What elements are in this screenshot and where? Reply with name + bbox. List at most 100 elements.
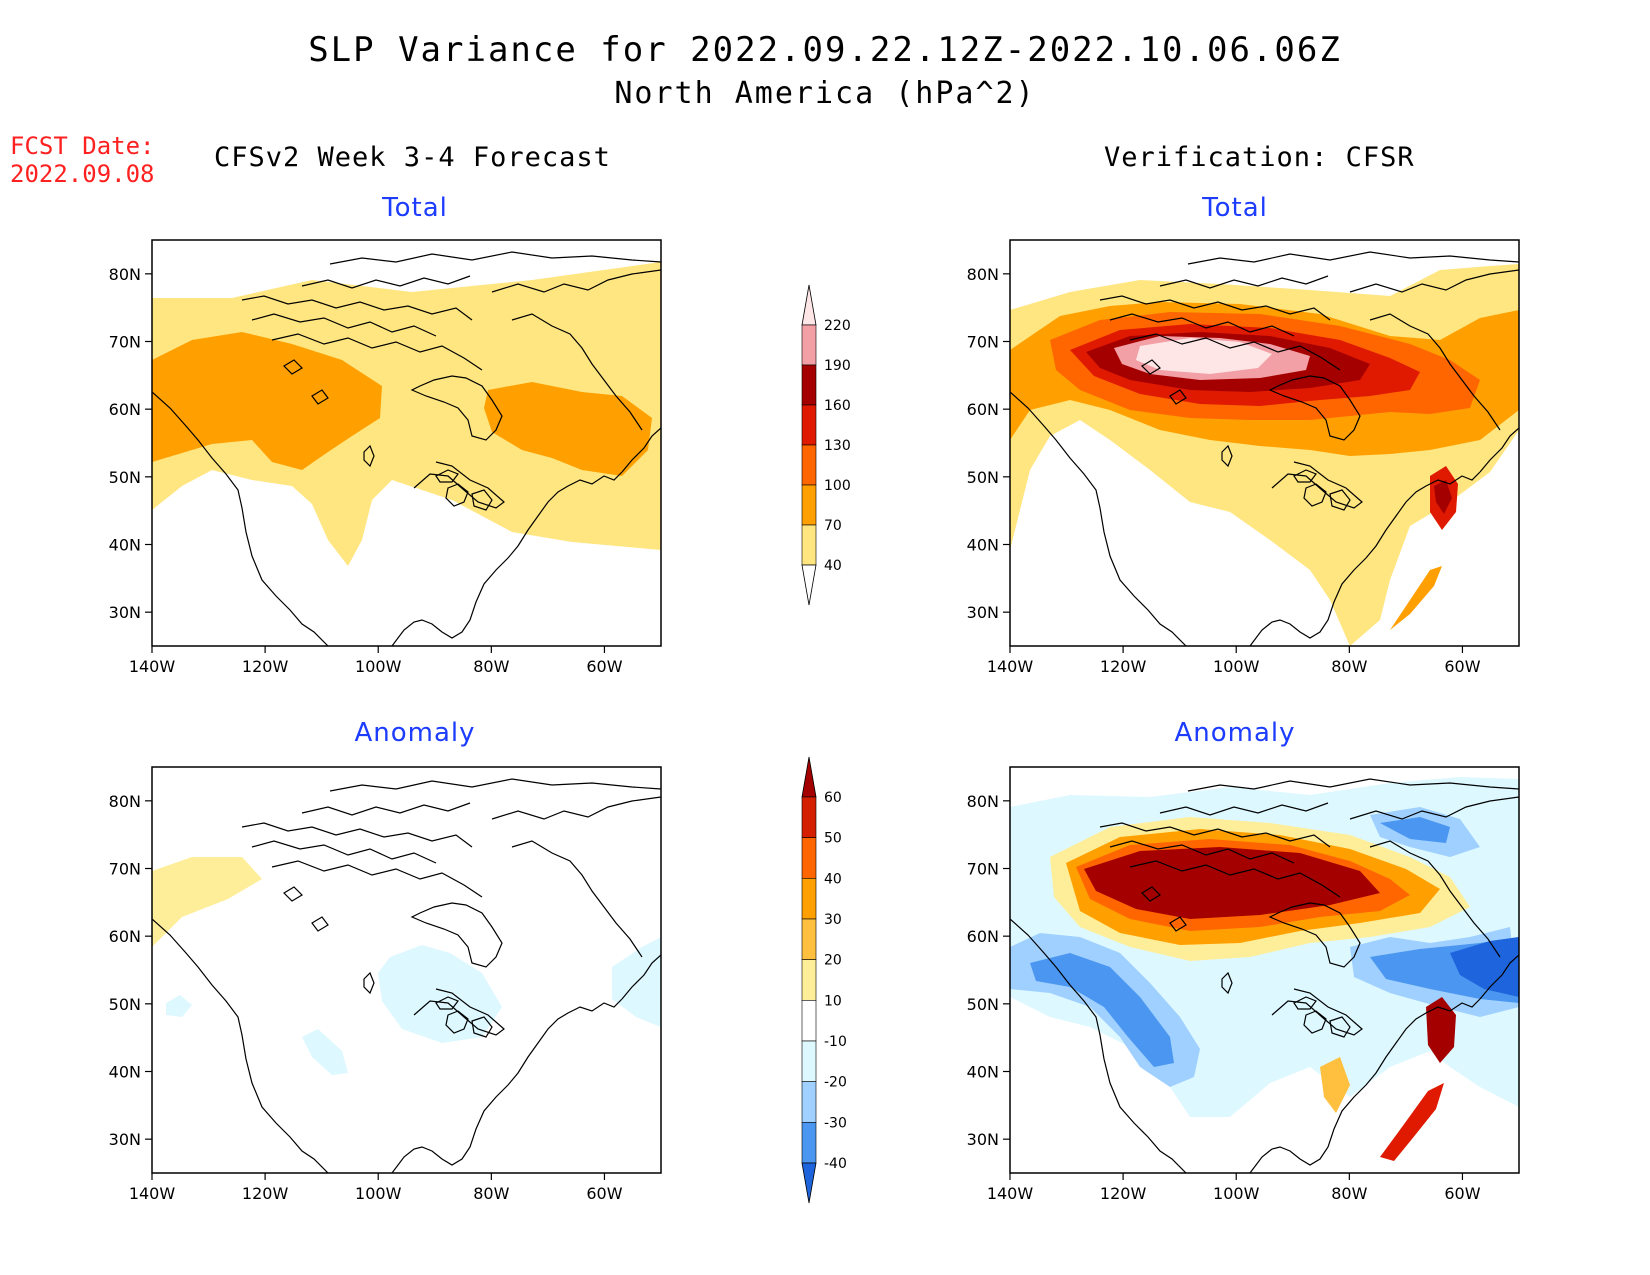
lon-tick-label: 60W (1444, 657, 1480, 676)
colorbar-anomaly-label: -20 (824, 1075, 847, 1091)
lon-tick-label: 120W (1100, 1184, 1147, 1203)
colorbar-total-box (801, 524, 817, 566)
panel-title-forecast-anomaly: Anomaly (354, 718, 476, 748)
subtitle: North America (hPa^2) (614, 76, 1036, 111)
colorbar-total-box (801, 444, 817, 486)
colorbar-anomaly-label: 20 (824, 953, 842, 969)
lat-tick-label: 50N (109, 995, 141, 1014)
lat-tick-label: 80N (109, 792, 141, 811)
lon-tick-label: 80W (1331, 1184, 1367, 1203)
lon-tick-label: 80W (473, 1184, 509, 1203)
colorbar-anomaly-box (801, 1040, 817, 1082)
lon-tick-label: 60W (1444, 1184, 1480, 1203)
colorbar-anomaly-box (801, 918, 817, 960)
axis-ticks-forecast-total: 80N 70N 60N 50N 40N 30N 140W 120W 100W 80W 60W (109, 265, 623, 676)
lat-tick-label: 40N (967, 536, 999, 555)
lat-tick-label: 70N (109, 333, 141, 352)
colorbar-anomaly-bottom-triangle (801, 1162, 817, 1204)
lat-tick-label: 80N (967, 792, 999, 811)
colorbar-anomaly-label: 60 (824, 790, 842, 806)
lat-tick-label: 50N (967, 468, 999, 487)
lon-tick-label: 100W (355, 1184, 402, 1203)
axis-ticks-verification-anomaly: 80N 70N 60N 50N 40N 30N 140W 120W 100W 80W 60W (967, 792, 1481, 1203)
axis-ticks-verification-total: 80N 70N 60N 50N 40N 30N 140W 120W 100W 80W 60W (967, 265, 1481, 676)
map-verification-total (1010, 240, 1519, 646)
colorbar-anomaly-label: -10 (824, 1034, 847, 1050)
lon-tick-label: 60W (586, 657, 622, 676)
colorbar-total-label: 40 (824, 558, 842, 574)
colorbar-total-label: 190 (824, 358, 851, 374)
lat-tick-label: 70N (109, 860, 141, 879)
panel-title-forecast-total: Total (382, 193, 448, 223)
colorbar-total-label: 130 (824, 438, 851, 454)
colorbar-anomaly-label: 50 (824, 831, 842, 847)
lat-tick-label: 60N (967, 400, 999, 419)
lon-tick-label: 100W (355, 657, 402, 676)
colorbar-total-bottom-triangle (801, 564, 817, 606)
lon-tick-label: 80W (1331, 657, 1367, 676)
colorbar-total-label: 220 (824, 318, 851, 334)
map-forecast-total (152, 240, 661, 646)
lat-tick-label: 70N (967, 860, 999, 879)
lat-tick-label: 40N (967, 1063, 999, 1082)
lon-tick-label: 80W (473, 657, 509, 676)
colorbar-anomaly-box (801, 959, 817, 1001)
frame-forecast-anomaly (151, 766, 662, 1174)
main-title: SLP Variance for 2022.09.22.12Z-2022.10.… (308, 30, 1342, 70)
colorbar-total-label: 160 (824, 398, 851, 414)
lat-tick-label: 30N (109, 603, 141, 622)
lat-tick-label: 40N (109, 536, 141, 555)
colorbar-anomaly-box (801, 1000, 817, 1042)
lon-tick-label: 100W (1213, 657, 1260, 676)
colorbar-total-label: 100 (824, 478, 851, 494)
map-verification-anomaly (1010, 767, 1519, 1173)
lon-tick-label: 140W (987, 1184, 1034, 1203)
colorbar-anomaly-label: 30 (824, 912, 842, 928)
colorbar-total-box (801, 404, 817, 446)
lon-tick-label: 120W (242, 657, 289, 676)
lat-tick-label: 40N (109, 1063, 141, 1082)
lat-tick-label: 80N (967, 265, 999, 284)
colorbar-anomaly-box (801, 837, 817, 879)
colorbar-anomaly-label: 10 (824, 993, 842, 1009)
map-forecast-anomaly (152, 767, 661, 1173)
panel-title-verification-total: Total (1202, 193, 1268, 223)
frame-forecast-total (151, 239, 662, 647)
colorbar-total-box (801, 484, 817, 526)
colorbar-total-label: 70 (824, 518, 842, 534)
lon-tick-label: 120W (242, 1184, 289, 1203)
lon-tick-label: 140W (129, 1184, 176, 1203)
lat-tick-label: 70N (967, 333, 999, 352)
forecast-column-heading: CFSv2 Week 3-4 Forecast (214, 142, 611, 173)
colorbar-anomaly-box (801, 796, 817, 838)
fcst-date-value: 2022.09.08 (10, 160, 155, 188)
lat-tick-label: 60N (967, 927, 999, 946)
colorbar-total: 220 190 160 130 100 70 40 (801, 284, 851, 606)
colorbar-total-top-triangle (801, 284, 817, 326)
lon-tick-label: 140W (987, 657, 1034, 676)
colorbar-anomaly-box (801, 1122, 817, 1164)
lat-tick-label: 30N (109, 1130, 141, 1149)
verification-column-heading: Verification: CFSR (1104, 142, 1415, 173)
lon-tick-label: 140W (129, 657, 176, 676)
panel-title-verification-anomaly: Anomaly (1174, 718, 1296, 748)
lat-tick-label: 60N (109, 400, 141, 419)
lat-tick-label: 50N (967, 995, 999, 1014)
colorbar-anomaly-label: -30 (824, 1115, 847, 1131)
lat-tick-label: 80N (109, 265, 141, 284)
colorbar-anomaly-box (801, 1081, 817, 1123)
colorbar-anomaly-box (801, 878, 817, 920)
lon-tick-label: 120W (1100, 657, 1147, 676)
lon-tick-label: 100W (1213, 1184, 1260, 1203)
lat-tick-label: 60N (109, 927, 141, 946)
lat-tick-label: 30N (967, 1130, 999, 1149)
lat-tick-label: 50N (109, 468, 141, 487)
colorbar-anomaly-label: 40 (824, 871, 842, 887)
axis-ticks-forecast-anomaly: 80N 70N 60N 50N 40N 30N 140W 120W 100W 80W 60W (109, 792, 623, 1203)
colorbar-anomaly-top-triangle (801, 756, 817, 798)
colorbar-total-box (801, 364, 817, 406)
fcst-date-label: FCST Date: (10, 132, 155, 160)
colorbar-anomaly-label: -40 (824, 1156, 847, 1172)
lat-tick-label: 30N (967, 603, 999, 622)
